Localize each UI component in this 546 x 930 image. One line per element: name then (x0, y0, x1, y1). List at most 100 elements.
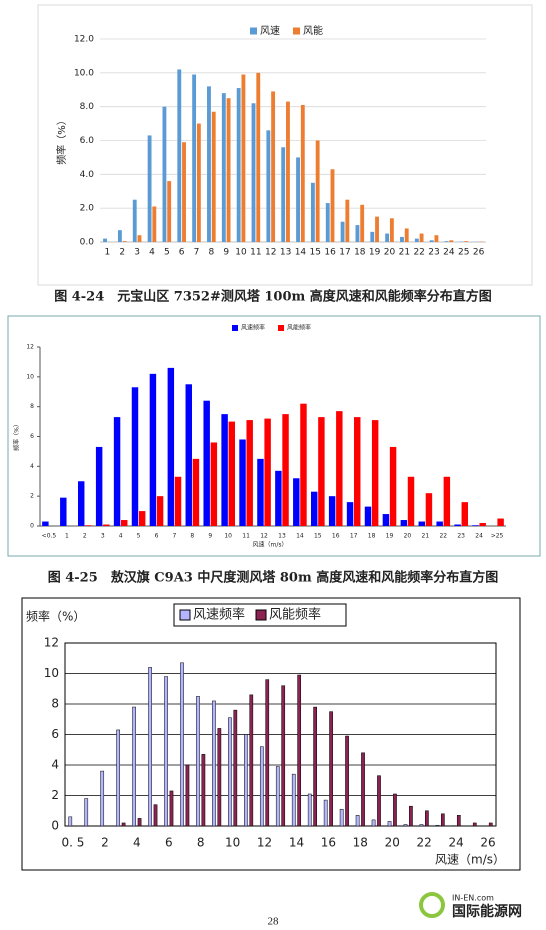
x-tick-label: 18 (368, 533, 376, 540)
bar (164, 676, 168, 827)
x-tick-label: 26 (480, 836, 495, 850)
bar (182, 142, 186, 242)
x-tick-label: 2 (119, 248, 125, 258)
bar (449, 240, 454, 242)
bar (185, 764, 190, 827)
x-tick-label: 4 (133, 836, 141, 850)
watermark-name: 国际能源网 (452, 903, 522, 920)
bar (456, 815, 461, 827)
x-tick-label: 10 (225, 836, 240, 850)
bar (296, 157, 300, 242)
y-tick-label: 10 (26, 373, 34, 380)
bar (244, 734, 248, 827)
x-tick-label: 7 (194, 248, 200, 258)
legend-label: 风能频率 (287, 324, 311, 332)
y-tick-label: 2.0 (80, 204, 95, 214)
bar (414, 238, 419, 242)
bar (443, 476, 451, 526)
y-tick-label: 4 (30, 463, 34, 470)
bar (217, 728, 222, 827)
x-tick-label: 0. 5 (62, 836, 85, 850)
legend-label: 风速 (260, 25, 280, 37)
bar (207, 86, 211, 242)
x-tick-label: 3 (101, 533, 105, 540)
bar (152, 206, 157, 242)
x-tick-label: 21 (399, 248, 410, 258)
x-tick-label: 2 (101, 836, 109, 850)
bar (153, 804, 158, 827)
bar (239, 439, 246, 526)
bar (132, 706, 136, 827)
bar (221, 93, 226, 242)
y-tick-label: 2 (51, 788, 59, 802)
x-tick-label: 14 (296, 533, 304, 540)
x-tick-label: 1 (65, 533, 69, 540)
bar (310, 182, 315, 242)
bar (307, 793, 312, 827)
x-tick-label: 10 (235, 248, 247, 258)
watermark-site: IN-EN.com (452, 894, 494, 903)
y-tick-label: 8 (30, 403, 34, 410)
x-tick-label: 11 (242, 533, 250, 540)
bar (371, 819, 376, 827)
x-tick-label: 22 (413, 248, 424, 258)
bar (340, 221, 345, 242)
bar (203, 400, 210, 526)
bar (375, 216, 379, 242)
bar (148, 667, 152, 827)
x-tick-label: 25 (458, 248, 469, 258)
page-number: 28 (268, 916, 280, 928)
x-tick-label: 24 (475, 533, 483, 540)
bar (147, 135, 152, 242)
bar (404, 228, 409, 242)
chart-frame (21, 597, 521, 871)
x-axis-label: 风速（m/s） (435, 853, 505, 867)
bar (345, 199, 350, 242)
bar (117, 230, 122, 242)
figure-caption: 图 4-24 元宝山区 7352#测风塔 100m 高度风速和风能频率分布直方图 (54, 289, 492, 305)
bar (472, 525, 479, 526)
bar (329, 711, 333, 827)
bar (167, 181, 172, 242)
bar (444, 241, 449, 242)
bar (400, 520, 408, 526)
bar (382, 514, 390, 526)
y-axis-label: 频率（%） (55, 115, 68, 165)
x-tick-label: 13 (278, 533, 286, 540)
bar (116, 729, 121, 827)
y-tick-label: 4 (51, 758, 59, 772)
bar (121, 520, 128, 526)
bar (323, 799, 328, 827)
y-axis-label: 频率（%） (26, 609, 85, 624)
bar (435, 824, 440, 827)
x-tick-label: 8 (190, 533, 194, 540)
bar (85, 525, 92, 526)
bar (271, 91, 276, 242)
x-tick-label: 8 (208, 248, 214, 258)
bar (291, 773, 296, 827)
y-tick-label: 12 (26, 344, 34, 351)
bar (113, 417, 121, 526)
bar (259, 746, 264, 827)
legend-label: 风速频率 (241, 324, 265, 332)
bar (265, 679, 270, 827)
x-tick-label: 21 (422, 533, 430, 540)
bar (354, 417, 361, 526)
bar (454, 524, 461, 526)
bar (149, 373, 157, 526)
legend-swatch (293, 27, 300, 35)
x-tick-label: 17 (339, 248, 350, 258)
bar (251, 103, 256, 243)
bar (300, 104, 305, 242)
bar (364, 506, 372, 526)
x-tick-label: 14 (289, 836, 304, 850)
bar (297, 674, 302, 827)
legend-swatch (278, 325, 285, 331)
bar (132, 199, 137, 242)
x-tick-label: 20 (385, 836, 400, 850)
x-tick-label: 26 (473, 248, 485, 258)
x-tick-label: 24 (448, 836, 463, 850)
x-tick-label: 5 (164, 248, 170, 258)
bar (226, 98, 231, 242)
bar (228, 717, 232, 827)
